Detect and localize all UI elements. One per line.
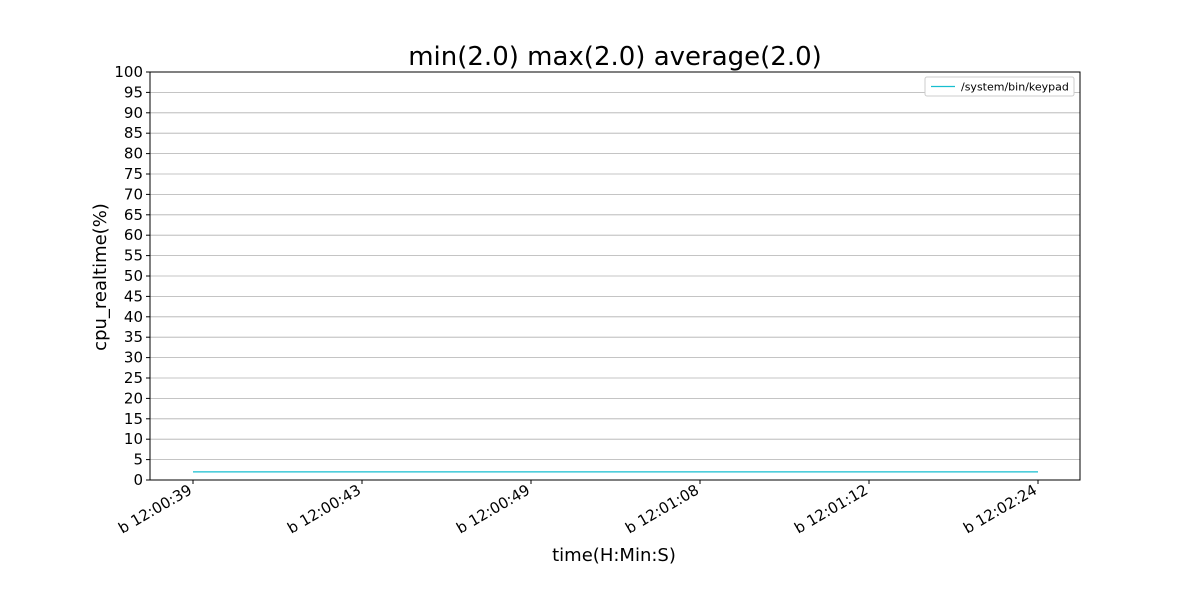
y-tick-label: 60 — [124, 226, 143, 244]
legend: /system/bin/keypad — [924, 76, 1075, 97]
y-tick-label: 100 — [114, 63, 143, 81]
x-tick-label: b 12:00:43 — [284, 481, 364, 537]
y-tick-label: 65 — [124, 206, 143, 224]
y-tick-label: 45 — [124, 287, 143, 305]
y-tick-label: 55 — [124, 247, 143, 265]
x-tick-label: b 12:00:49 — [453, 481, 533, 537]
legend-label-keypad: /system/bin/keypad — [961, 81, 1069, 94]
legend-box — [924, 76, 1075, 97]
y-tick-label: 80 — [124, 145, 143, 163]
y-tick-label: 50 — [124, 267, 143, 285]
y-tick-label: 40 — [124, 308, 143, 326]
y-tick-label: 10 — [124, 430, 143, 448]
x-tick-label: b 12:00:39 — [115, 481, 195, 537]
y-tick-label: 35 — [124, 328, 143, 346]
y-tick-label: 15 — [124, 410, 143, 428]
x-tick-label: b 12:01:08 — [622, 481, 702, 537]
chart-title: min(2.0) max(2.0) average(2.0) — [408, 42, 822, 72]
x-axis-label: time(H:Min:S) — [552, 545, 676, 566]
y-tick-label: 90 — [124, 104, 143, 122]
y-tick-label: 25 — [124, 369, 143, 387]
grid-lines — [150, 71, 1080, 481]
x-axis-ticks: b 12:00:39 b 12:00:43 b 12:00:49 b 12:01:08… — [115, 480, 1040, 537]
y-tick-label: 20 — [124, 389, 143, 407]
y-tick-label: 75 — [124, 165, 143, 183]
y-tick-label: 85 — [124, 124, 143, 142]
y-tick-label: 70 — [124, 185, 143, 203]
y-axis-label: cpu_realtime(%) — [90, 203, 111, 351]
x-tick-label: b 12:02:24 — [960, 481, 1040, 537]
plot-frame — [149, 71, 1081, 481]
y-axis-ticks: 0 5 10 15 20 25 30 35 40 45 50 55 60 65 70 75 80 85 90 95 10… — [114, 63, 150, 489]
x-tick-label: b 12:01:12 — [791, 481, 871, 537]
y-tick-label: 0 — [133, 471, 143, 489]
y-tick-label: 30 — [124, 349, 143, 367]
y-tick-label: 95 — [124, 83, 143, 101]
y-tick-label: 5 — [133, 451, 143, 469]
